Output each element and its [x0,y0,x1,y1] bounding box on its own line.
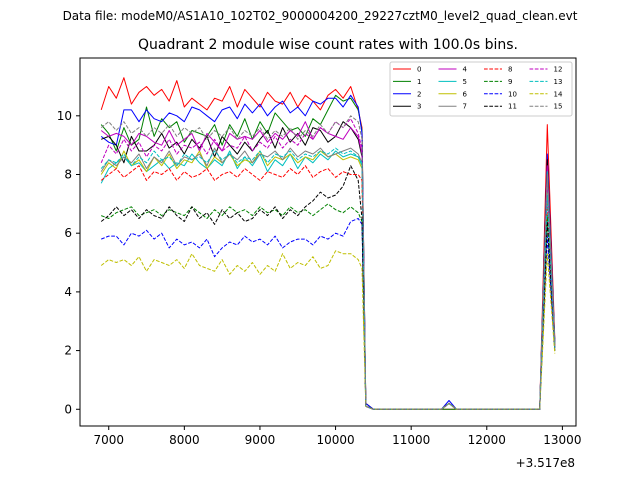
series-line-15 [100,115,556,410]
legend-label-7: 7 [463,103,467,111]
legend-label-2: 2 [417,90,421,98]
series-line-8 [100,165,556,410]
legend-label-8: 8 [508,66,512,74]
legend-label-3: 3 [417,103,421,111]
x-tick-label: 10000 [316,433,354,447]
y-axis-ticks: 0 2 4 6 8 10 [57,109,80,416]
legend-label-9: 9 [508,78,512,86]
x-tick-label: 8000 [169,433,200,447]
y-tick-label: 4 [64,285,72,299]
y-tick-label: 10 [57,109,72,123]
series-line-10 [101,218,556,410]
y-tick-label: 0 [64,402,72,416]
x-axis-offset-label: +3.517e8 [516,456,575,470]
legend-label-15: 15 [554,103,563,111]
legend-label-14: 14 [554,90,563,98]
legend-label-4: 4 [463,66,468,74]
x-tick-label: 7000 [93,433,124,447]
legend-label-11: 11 [508,103,517,111]
axes-frame [79,57,577,427]
x-axis-ticks: 7000 8000 9000 10000 11000 12000 13000 [93,426,581,447]
legend-label-0: 0 [417,66,421,74]
y-tick-label: 8 [64,168,72,182]
legend-label-13: 13 [554,78,563,86]
y-tick-label: 2 [64,344,72,358]
x-tick-label: 13000 [543,433,581,447]
figure-suptitle: Data file: modeM0/AS1A10_102T02_90000042… [63,9,578,23]
legend-label-6: 6 [463,90,468,98]
legend-label-1: 1 [417,78,421,86]
x-tick-label: 12000 [468,433,506,447]
y-tick-label: 6 [64,226,72,240]
legend-box [389,61,573,117]
plot-series-group [100,77,556,410]
chart-title: Quadrant 2 module wise count rates with … [138,37,518,53]
legend-label-5: 5 [463,78,467,86]
legend-label-12: 12 [554,66,563,74]
x-tick-label: 9000 [245,433,276,447]
legend-label-10: 10 [508,90,517,98]
x-tick-label: 11000 [392,433,430,447]
